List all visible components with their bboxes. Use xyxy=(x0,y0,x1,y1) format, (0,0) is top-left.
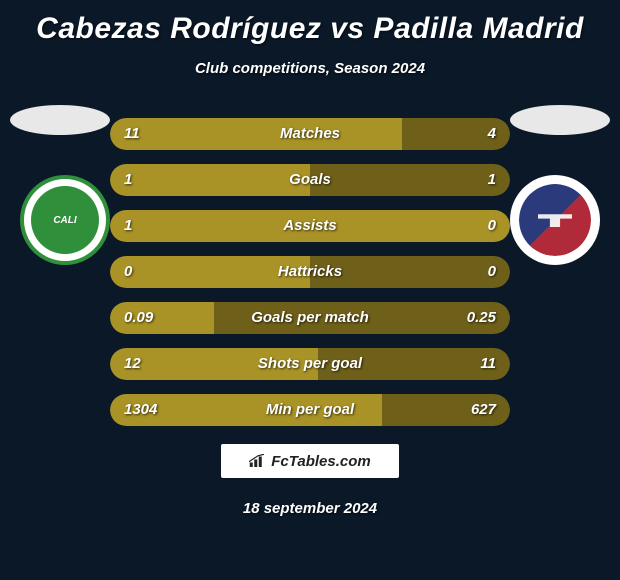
page-title: Cabezas Rodríguez vs Padilla Madrid xyxy=(0,0,620,46)
stat-row: Shots per goal12 11 xyxy=(110,348,510,380)
player-photo-placeholder-left xyxy=(10,105,110,135)
stat-value-left: 0 xyxy=(124,256,132,288)
stat-value-left: 1304 xyxy=(124,394,157,426)
stat-value-right: 627 xyxy=(471,394,496,426)
stat-value-left: 12 xyxy=(124,348,141,380)
stat-row: Goals per match0.09 0.25 xyxy=(110,302,510,334)
stat-label: Assists xyxy=(110,210,510,242)
season-subtitle: Club competitions, Season 2024 xyxy=(0,60,620,77)
brand-badge[interactable]: FcTables.com xyxy=(221,444,399,478)
stat-row: Min per goal1304 627 xyxy=(110,394,510,426)
stat-row: Matches11 4 xyxy=(110,118,510,150)
stat-value-right: 11 xyxy=(480,348,496,380)
brand-text: FcTables.com xyxy=(271,453,370,470)
stat-value-left: 11 xyxy=(124,118,140,150)
stat-label: Goals per match xyxy=(110,302,510,334)
club-logo-right xyxy=(510,175,600,265)
stat-label: Shots per goal xyxy=(110,348,510,380)
player-photo-placeholder-right xyxy=(510,105,610,135)
club-crest-left: CALI xyxy=(31,186,99,254)
club-crest-right xyxy=(519,184,591,256)
stat-label: Min per goal xyxy=(110,394,510,426)
stat-value-right: 0 xyxy=(488,256,496,288)
stat-label: Goals xyxy=(110,164,510,196)
stat-value-right: 0 xyxy=(488,210,496,242)
stat-value-left: 0.09 xyxy=(124,302,153,334)
stat-row: Hattricks0 0 xyxy=(110,256,510,288)
stat-value-right: 1 xyxy=(488,164,496,196)
stats-comparison-table: Matches114Goals11Assists10Hattricks00Goa… xyxy=(110,118,510,440)
stat-value-left: 1 xyxy=(124,164,132,196)
stat-row: Assists1 0 xyxy=(110,210,510,242)
snapshot-date: 18 september 2024 xyxy=(0,500,620,517)
stat-label: Hattricks xyxy=(110,256,510,288)
stat-value-right: 4 xyxy=(488,118,496,150)
stat-value-left: 1 xyxy=(124,210,132,242)
chart-icon xyxy=(249,454,267,468)
stat-row: Goals1 1 xyxy=(110,164,510,196)
club-left-short: CALI xyxy=(53,215,76,226)
stat-value-right: 0.25 xyxy=(467,302,496,334)
stat-label: Matches xyxy=(110,118,510,150)
club-logo-left: CALI xyxy=(20,175,110,265)
